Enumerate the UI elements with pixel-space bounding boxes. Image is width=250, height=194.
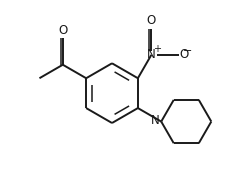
- Text: O: O: [146, 14, 155, 27]
- Text: O: O: [58, 24, 67, 37]
- Text: N: N: [150, 114, 159, 127]
- Text: N: N: [146, 48, 155, 61]
- Text: −: −: [182, 46, 192, 56]
- Text: +: +: [152, 44, 160, 55]
- Text: O: O: [179, 48, 188, 61]
